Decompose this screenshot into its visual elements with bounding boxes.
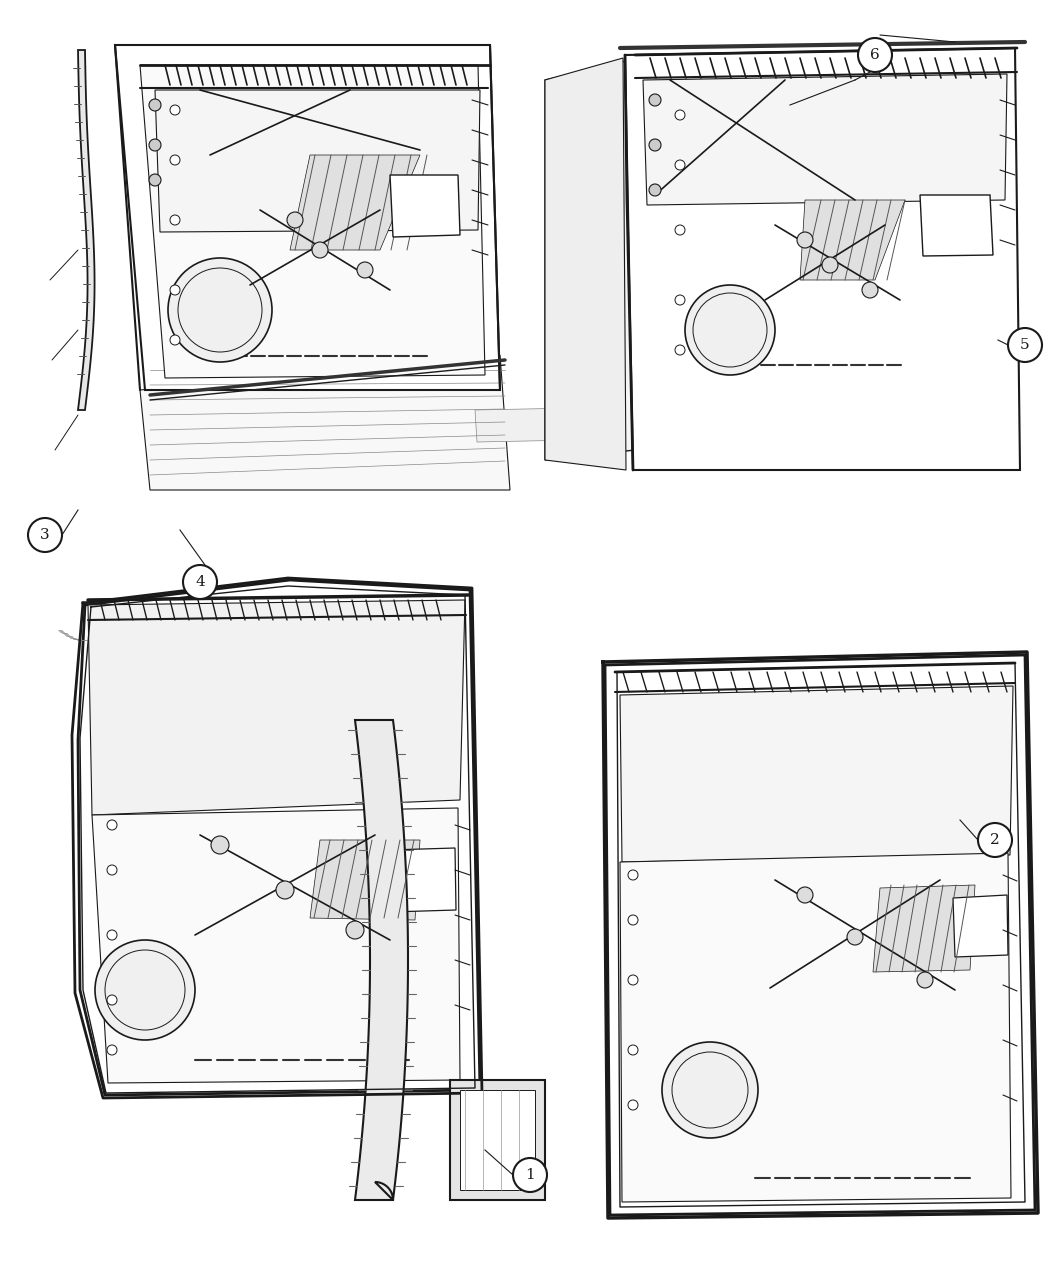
Polygon shape [390, 175, 460, 237]
Polygon shape [88, 601, 465, 815]
Circle shape [917, 972, 933, 988]
Circle shape [628, 870, 638, 880]
Circle shape [170, 286, 180, 295]
Polygon shape [390, 848, 456, 912]
Circle shape [357, 261, 373, 278]
Circle shape [649, 184, 662, 196]
Circle shape [107, 929, 117, 940]
Circle shape [28, 518, 62, 552]
Circle shape [107, 1046, 117, 1054]
Circle shape [183, 565, 217, 599]
Polygon shape [873, 885, 975, 972]
Circle shape [149, 99, 161, 111]
Circle shape [797, 232, 813, 249]
Circle shape [628, 915, 638, 924]
Text: 1: 1 [525, 1168, 534, 1182]
Circle shape [649, 139, 662, 150]
Circle shape [107, 820, 117, 830]
Polygon shape [116, 45, 500, 390]
Circle shape [649, 94, 662, 106]
Polygon shape [920, 195, 993, 256]
Circle shape [149, 173, 161, 186]
Circle shape [847, 929, 863, 945]
Polygon shape [800, 200, 905, 280]
Circle shape [675, 346, 685, 354]
Circle shape [675, 224, 685, 235]
Text: 3: 3 [40, 528, 49, 542]
Circle shape [168, 258, 272, 362]
Circle shape [675, 159, 685, 170]
Circle shape [94, 940, 195, 1040]
Polygon shape [605, 655, 1035, 1215]
Circle shape [685, 286, 775, 375]
Polygon shape [545, 60, 635, 460]
Polygon shape [355, 720, 408, 1200]
Circle shape [107, 994, 117, 1005]
Circle shape [858, 38, 892, 71]
Circle shape [628, 975, 638, 986]
Circle shape [346, 921, 364, 938]
Circle shape [862, 282, 878, 298]
Circle shape [276, 881, 294, 899]
Polygon shape [450, 1080, 545, 1200]
Text: 4: 4 [195, 575, 205, 589]
Circle shape [675, 110, 685, 120]
Circle shape [170, 156, 180, 164]
Circle shape [149, 139, 161, 150]
Polygon shape [475, 408, 578, 442]
Polygon shape [545, 57, 626, 470]
Circle shape [287, 212, 303, 228]
Circle shape [797, 887, 813, 903]
Polygon shape [140, 354, 510, 490]
Polygon shape [460, 1090, 536, 1190]
Polygon shape [155, 91, 480, 232]
Circle shape [628, 1100, 638, 1111]
Polygon shape [953, 895, 1008, 958]
Circle shape [628, 1046, 638, 1054]
Polygon shape [78, 580, 480, 1095]
Polygon shape [290, 156, 420, 250]
Circle shape [675, 295, 685, 305]
Circle shape [170, 215, 180, 224]
Polygon shape [620, 686, 1013, 862]
Circle shape [312, 242, 328, 258]
Polygon shape [625, 48, 1020, 470]
Polygon shape [92, 808, 460, 1082]
Circle shape [211, 836, 229, 854]
Circle shape [170, 335, 180, 346]
Circle shape [513, 1158, 547, 1192]
Circle shape [170, 105, 180, 115]
Text: 6: 6 [870, 48, 880, 62]
Polygon shape [78, 50, 94, 411]
Circle shape [662, 1042, 758, 1139]
Text: 2: 2 [990, 833, 1000, 847]
Text: 5: 5 [1021, 338, 1030, 352]
Circle shape [1008, 328, 1042, 362]
Circle shape [107, 864, 117, 875]
Polygon shape [310, 840, 420, 921]
Circle shape [978, 822, 1012, 857]
Polygon shape [643, 74, 1007, 205]
Polygon shape [620, 853, 1011, 1202]
Circle shape [822, 258, 838, 273]
Polygon shape [140, 65, 485, 377]
